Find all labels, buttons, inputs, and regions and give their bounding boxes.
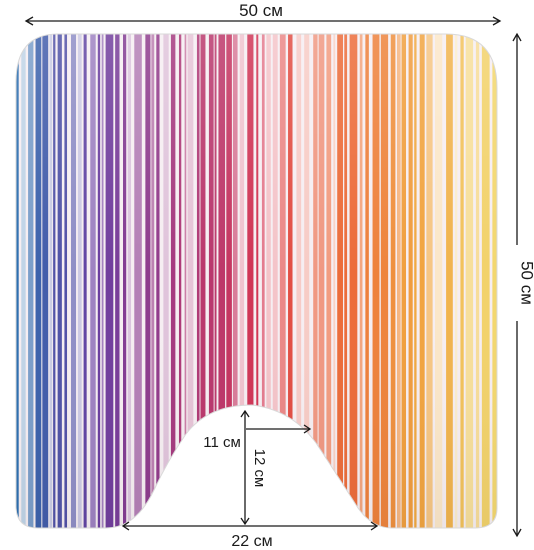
cutout-half-width-label: 11 см [203, 434, 241, 451]
height-label-background [509, 245, 531, 321]
cutout-depth-dimension [240, 409, 250, 526]
arrowhead-up-icon [512, 32, 522, 42]
height-label: 50 см [518, 261, 534, 305]
arrowhead-right-icon [492, 16, 502, 26]
arrowhead-left-icon [24, 16, 34, 26]
cutout-half-width-dimension [246, 424, 312, 434]
arrowhead-left-icon [121, 521, 130, 531]
cutout-width-dimension [121, 521, 379, 531]
cutout-depth-label: 12 см [251, 449, 268, 488]
width-label-background [220, 0, 302, 20]
arrowhead-right-icon [370, 521, 379, 531]
arrowhead-up-icon [240, 409, 250, 418]
width-dimension [24, 16, 502, 26]
arrowhead-right-icon [303, 424, 312, 434]
mat-outline [15, 33, 498, 529]
arrowhead-down-icon [512, 528, 522, 538]
arrowhead-down-icon [240, 517, 250, 526]
cutout-width-label: 22 см [231, 533, 272, 550]
width-label: 50 см [239, 1, 283, 20]
